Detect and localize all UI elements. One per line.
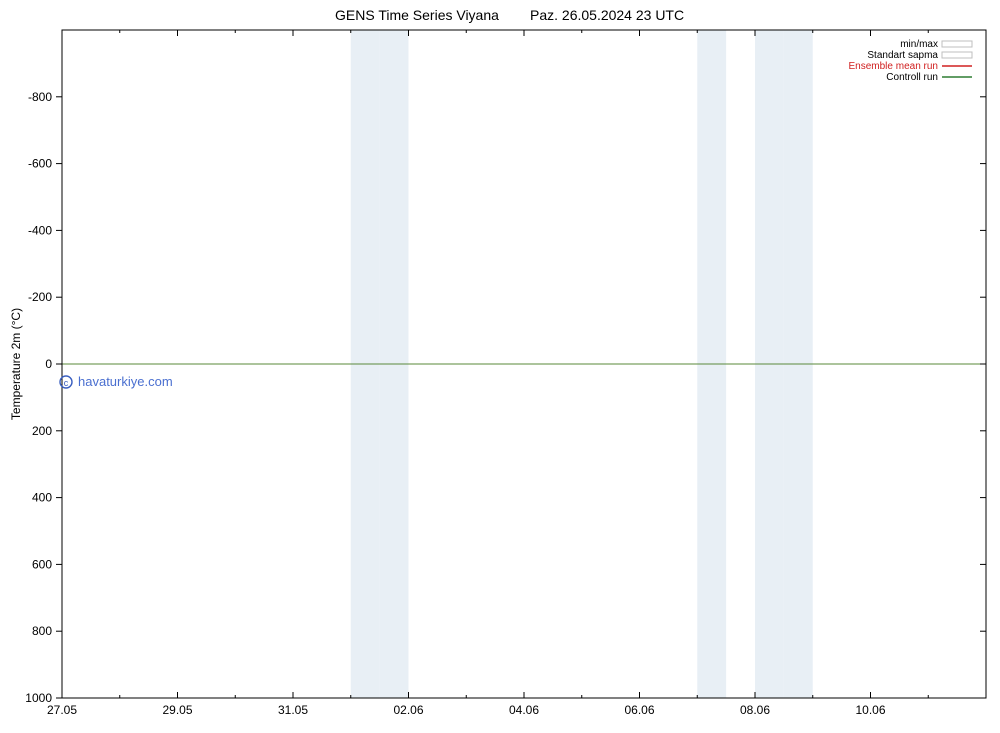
legend-label: min/max [900, 39, 938, 50]
legend-label: Controll run [886, 72, 938, 83]
y-axis-label: Temperature 2m (°C) [9, 308, 23, 420]
x-tick-label: 29.05 [162, 703, 192, 717]
watermark-text: havaturkiye.com [78, 374, 173, 389]
y-tick-label: 200 [32, 424, 52, 438]
y-tick-label: -600 [28, 157, 52, 171]
x-tick-label: 06.06 [624, 703, 654, 717]
y-tick-label: -200 [28, 290, 52, 304]
chart-title-right: Paz. 26.05.2024 23 UTC [530, 7, 684, 23]
timeseries-chart: -800-600-400-2000200400600800100027.0529… [0, 0, 1000, 733]
x-tick-label: 04.06 [509, 703, 539, 717]
x-tick-label: 27.05 [47, 703, 77, 717]
chart-title-left: GENS Time Series Viyana [335, 7, 499, 23]
legend-label: Standart sapma [867, 50, 938, 61]
x-tick-label: 10.06 [855, 703, 885, 717]
x-tick-label: 31.05 [278, 703, 308, 717]
y-tick-label: 600 [32, 557, 52, 571]
legend-label: Ensemble mean run [849, 61, 939, 72]
y-tick-label: 400 [32, 491, 52, 505]
x-tick-label: 02.06 [393, 703, 423, 717]
y-tick-label: 800 [32, 624, 52, 638]
y-tick-label: -800 [28, 90, 52, 104]
chart-container: -800-600-400-2000200400600800100027.0529… [0, 0, 1000, 733]
y-tick-label: -400 [28, 223, 52, 237]
svg-text:c: c [64, 378, 69, 388]
x-tick-label: 08.06 [740, 703, 770, 717]
y-tick-label: 0 [45, 357, 52, 371]
